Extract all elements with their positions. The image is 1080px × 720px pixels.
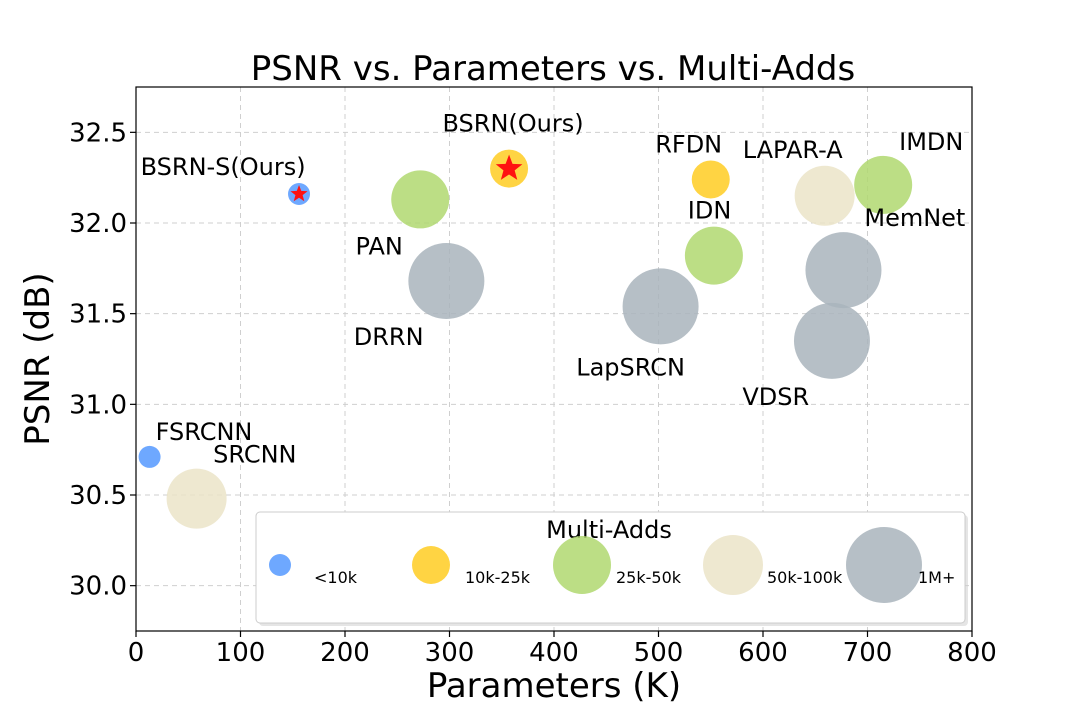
point-label-vdsr: VDSR — [742, 383, 809, 411]
x-tick-label: 400 — [529, 638, 579, 668]
legend-label-50k100k: 50k-100k — [767, 568, 843, 587]
point-drrn — [408, 243, 485, 320]
x-tick-label: 0 — [128, 638, 145, 668]
point-pan — [391, 170, 450, 229]
point-label-lapar-a: LAPAR-A — [743, 136, 844, 164]
x-tick-label: 500 — [634, 638, 684, 668]
point-lapar-a — [794, 165, 855, 226]
point-srcnn — [166, 468, 227, 529]
legend-marker-lt10k — [269, 554, 291, 576]
chart-title: PSNR vs. Parameters vs. Multi-Adds — [251, 49, 855, 89]
x-tick-label: 800 — [947, 638, 997, 668]
point-label-srcnn: SRCNN — [213, 441, 296, 469]
x-tick-label: 300 — [425, 638, 475, 668]
point-label-lapsrcn: LapSRCN — [576, 353, 685, 381]
point-label-bsrn-ours: BSRN(Ours) — [443, 110, 584, 138]
point-rfdn — [691, 160, 730, 199]
point-label-imdn: IMDN — [899, 128, 963, 156]
point-label-rfdn: RFDN — [655, 130, 722, 158]
legend-label-10k25k: 10k-25k — [465, 568, 531, 587]
x-tick-label: 700 — [843, 638, 893, 668]
point-label-drrn: DRRN — [354, 323, 424, 351]
y-tick-label: 30.0 — [69, 572, 127, 602]
legend-marker-1m — [846, 527, 922, 603]
point-lapsrcn — [622, 268, 699, 345]
point-label-idn: IDN — [688, 197, 732, 225]
legend-label-25k50k: 25k-50k — [616, 568, 682, 587]
point-vdsr — [793, 302, 870, 379]
x-tick-label: 200 — [320, 638, 370, 668]
star-icon — [495, 154, 523, 180]
axis-ticks: 0 100 200 300 400 500 600 700 800 30.0 30.5 31.0 31.… — [69, 118, 997, 668]
legend-title: Multi-Adds — [546, 516, 672, 544]
star-icon — [290, 184, 308, 202]
y-tick-label: 32.5 — [69, 118, 127, 148]
legend-label-1m: 1M+ — [918, 568, 955, 587]
point-label-memnet: MemNet — [864, 204, 965, 232]
y-tick-label: 30.5 — [69, 481, 127, 511]
data-points — [138, 149, 913, 529]
point-imdn — [854, 155, 913, 214]
x-axis-label: Parameters (K) — [427, 666, 681, 706]
y-tick-label: 31.5 — [69, 300, 127, 330]
x-tick-label: 600 — [738, 638, 788, 668]
y-tick-label: 32.0 — [69, 209, 127, 239]
legend-marker-50k100k — [703, 535, 763, 595]
y-axis-label: PSNR (dB) — [18, 272, 58, 445]
point-label-bsrn-s-ours: BSRN-S(Ours) — [141, 153, 306, 181]
y-tick-label: 31.0 — [69, 390, 127, 420]
point-fsrcnn — [138, 445, 161, 468]
legend-marker-10k25k — [412, 546, 450, 584]
point-memnet — [805, 232, 882, 309]
legend: Multi-Adds <10k 10k-25k 25k-50k 50k-100k 1M+ — [255, 511, 968, 626]
point-label-pan: PAN — [356, 232, 403, 260]
point-label-fsrcnn: FSRCNN — [156, 418, 253, 446]
legend-marker-25k50k — [553, 536, 611, 594]
legend-label-lt10k: <10k — [314, 568, 358, 587]
x-tick-label: 100 — [216, 638, 266, 668]
point-idn — [684, 226, 743, 285]
